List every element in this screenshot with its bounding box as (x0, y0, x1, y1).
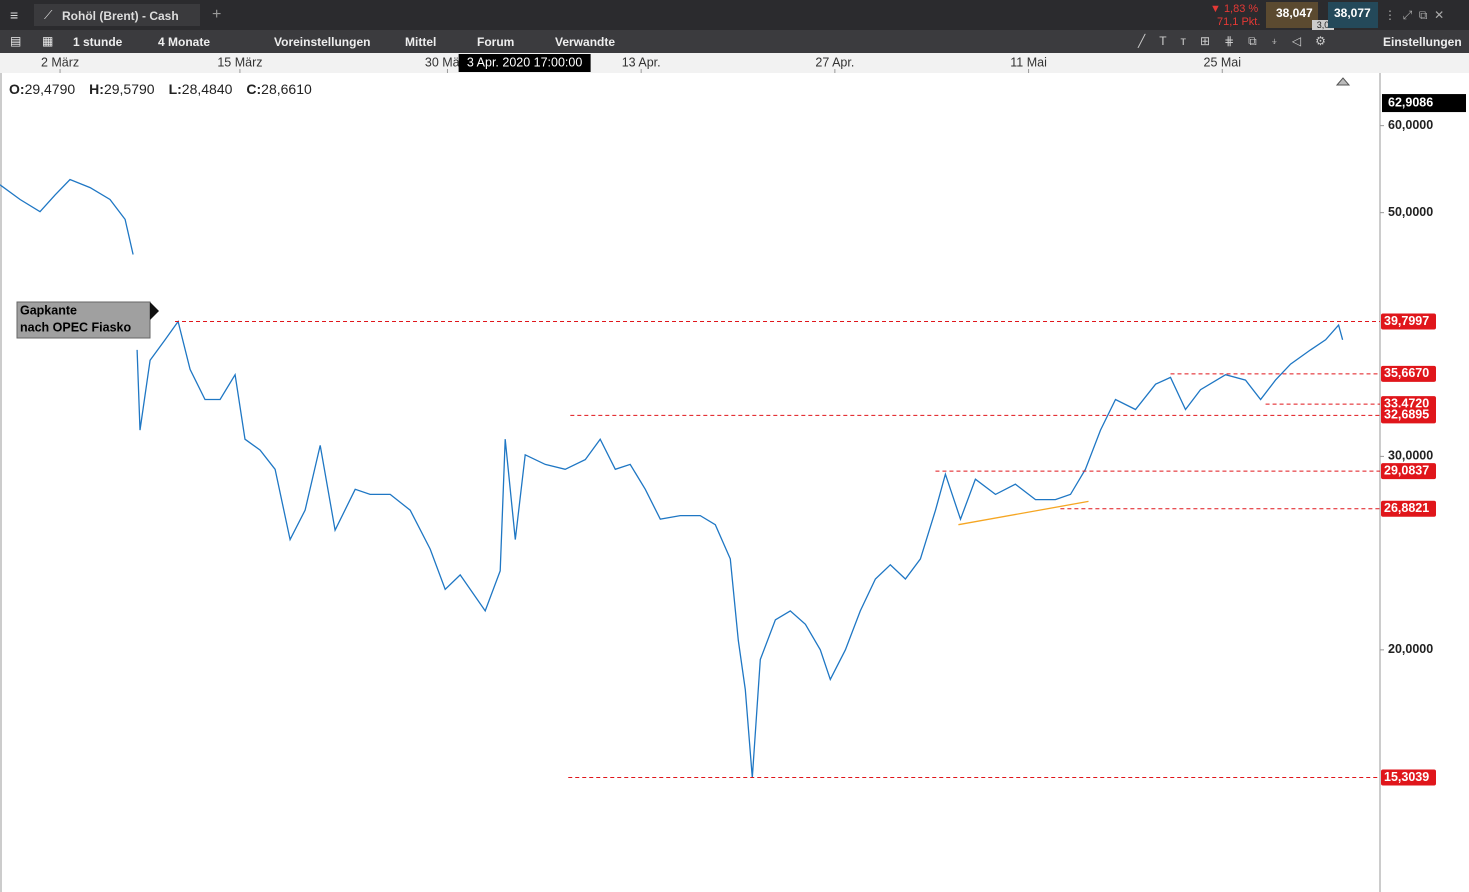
price-line (0, 178, 1344, 778)
toolbar: ▤ ▦ 1 stunde 4 Monate Voreinstellungen M… (0, 30, 1469, 53)
x-tick-label: 13 Apr. (622, 55, 661, 69)
chart-icon: ⟋ (44, 8, 53, 22)
bid-box[interactable] (1266, 2, 1318, 28)
crosshair-date: 3 Apr. 2020 17:00:00 (467, 55, 582, 69)
ohlc-key: O: (9, 81, 25, 97)
annotation-text: Gapkante (20, 303, 77, 317)
presets[interactable]: Voreinstellungen (274, 35, 371, 49)
ohlc-value: 29,4790 (24, 81, 76, 97)
level-label-box (1381, 769, 1436, 786)
x-tick-label: 11 Mai (1010, 55, 1047, 69)
tab-title: Rohöl (Brent) - Cash (62, 9, 179, 23)
level-label: 26,8821 (1384, 501, 1429, 515)
level-label-box (1381, 365, 1436, 382)
y-tick-label: 30,0000 (1388, 449, 1433, 463)
crosshair-price: 62,9086 (1388, 95, 1433, 109)
average[interactable]: Mittel (405, 35, 437, 49)
x-tick-label: 25 Mai (1204, 55, 1242, 69)
change-points: 71,1 Pkt. (1217, 16, 1261, 28)
settings[interactable]: Einstellungen (1383, 35, 1462, 49)
level-label: 32,6895 (1384, 408, 1429, 422)
ask-box[interactable] (1328, 2, 1378, 28)
ohlc-key: C: (246, 81, 262, 97)
forum[interactable]: Forum (477, 35, 515, 49)
level-label-box (1381, 407, 1436, 424)
add-tab[interactable]: + (212, 6, 222, 23)
annotation-text: nach OPEC Fiasko (20, 320, 132, 334)
annotation: Gapkante nach OPEC Fiasko (16, 301, 159, 339)
x-tick-label: 15 März (217, 55, 262, 69)
spread: 3,0 (1312, 20, 1334, 31)
x-axis-band (0, 53, 1469, 73)
y-tick-label: 50,0000 (1388, 205, 1433, 219)
level-label: 29,0837 (1384, 463, 1429, 477)
tab[interactable] (34, 4, 200, 26)
x-tick-label: 2 März (41, 55, 79, 69)
trendline (958, 500, 1089, 526)
ohlc-key: H: (89, 81, 104, 97)
tool-icons[interactable]: ╱Tт⊞⋕⧉⍖◁⚙ (1138, 34, 1340, 48)
ohlc-value: 28,6610 (261, 81, 312, 97)
annotation-arrow (150, 302, 159, 320)
level-label: 35,6670 (1384, 366, 1429, 380)
title-bar: ≡ ⟋ Rohöl (Brent) - Cash + ▼ 1,83 % 71,1… (0, 0, 1469, 31)
ohlc-value: 28,4840 (181, 81, 233, 97)
ohlc-key: L: (168, 81, 182, 97)
level-label: 39,7997 (1384, 314, 1429, 328)
bid: 38,047 (1276, 6, 1313, 20)
annotation-box (16, 301, 151, 339)
level-label: 33,4720 (1384, 396, 1429, 410)
interval[interactable]: 1 stunde (73, 35, 123, 49)
range[interactable]: 4 Monate (158, 35, 211, 49)
window-controls[interactable]: ⋮ ⤢ ⧉ ✕ (1384, 8, 1445, 22)
level-label-box (1381, 463, 1436, 480)
crosshair-date-box (458, 54, 591, 72)
change: ▼ 1,83 % (1210, 3, 1259, 15)
y-tick-label: 20,0000 (1388, 642, 1433, 656)
level-label: 15,3039 (1384, 770, 1429, 784)
level-label-box (1381, 313, 1436, 330)
x-tick-label: 27 Apr. (815, 55, 854, 69)
list-icon[interactable]: ▤ (10, 34, 22, 48)
y-tick-label: 60,0000 (1388, 118, 1433, 132)
layout-icon[interactable]: ▦ (42, 34, 54, 48)
ohlc-value: 29,5790 (103, 81, 155, 97)
ask: 38,077 (1334, 6, 1371, 20)
level-label-box (1381, 500, 1436, 517)
ohlc-readout: O:29,4790 H:29,5790 L:28,4840 C:28,6610 (9, 81, 326, 97)
menu-icon[interactable]: ≡ (10, 7, 19, 23)
crosshair-price-box (1382, 94, 1466, 113)
related[interactable]: Verwandte (555, 35, 616, 49)
scroll-marker[interactable] (1335, 77, 1351, 86)
